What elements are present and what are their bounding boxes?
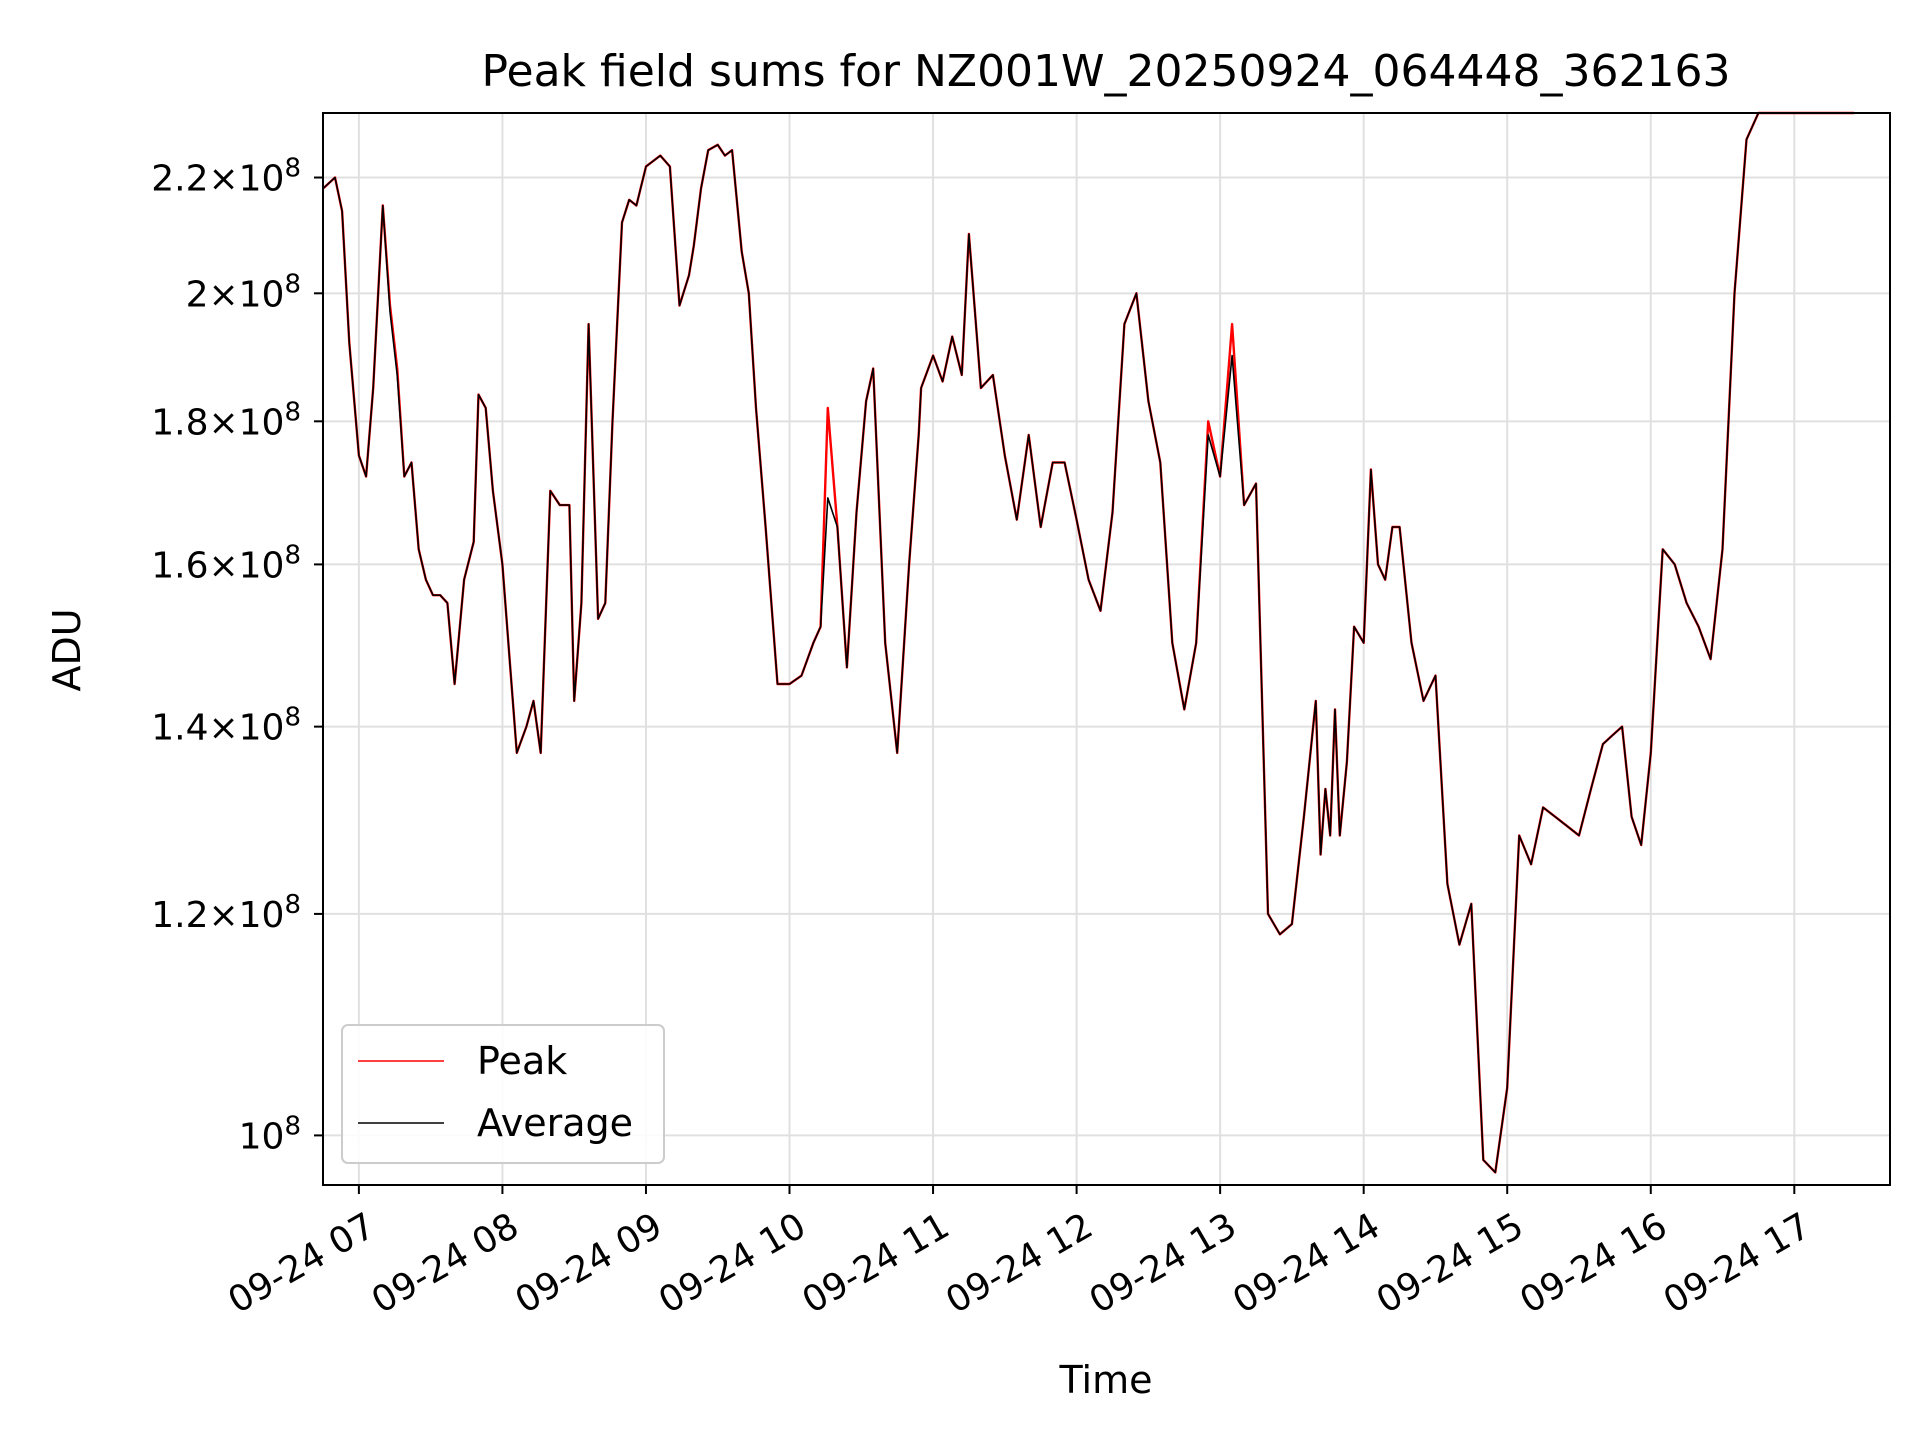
legend: Peak Average bbox=[341, 1024, 665, 1164]
y-axis-label: ADU bbox=[45, 608, 89, 691]
y-tick-label: 1.2×108 bbox=[151, 890, 301, 936]
y-axis: 108 1.2×108 1.4×108 1.6×108 1.8×108 2×108 2.2×… bbox=[151, 154, 323, 1157]
y-tick-label: 2×108 bbox=[186, 269, 301, 315]
legend-label-average: Average bbox=[477, 1101, 633, 1145]
legend-box bbox=[341, 1024, 665, 1164]
y-tick-label: 108 bbox=[239, 1111, 301, 1157]
y-tick-label: 1.4×108 bbox=[151, 703, 301, 749]
y-tick-label: 1.6×108 bbox=[151, 540, 301, 586]
y-tick-label: 2.2×108 bbox=[151, 154, 301, 200]
chart-title: Peak field sums for NZ001W_20250924_0644… bbox=[482, 46, 1731, 97]
y-tick-label: 1.8×108 bbox=[151, 397, 301, 443]
plot-frame bbox=[322, 112, 1891, 1186]
legend-label-peak: Peak bbox=[477, 1039, 567, 1083]
series-line-average bbox=[322, 112, 1855, 1174]
x-axis-label: Time bbox=[1059, 1358, 1153, 1402]
series-layer bbox=[322, 111, 1855, 1174]
